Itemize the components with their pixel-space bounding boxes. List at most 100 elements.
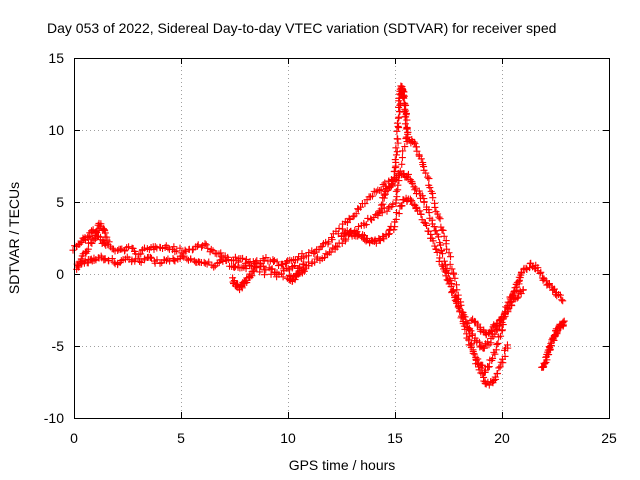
x-tick-labels: 0 5 10 15 20 25 bbox=[70, 430, 617, 446]
data-point bbox=[398, 154, 406, 162]
data-point bbox=[495, 364, 503, 372]
data-point bbox=[256, 268, 264, 276]
data-point bbox=[294, 256, 302, 264]
data-point bbox=[517, 269, 525, 277]
data-point bbox=[510, 288, 518, 296]
data-point bbox=[379, 200, 387, 208]
data-point bbox=[404, 133, 412, 141]
data-point bbox=[273, 273, 281, 281]
data-point bbox=[201, 259, 209, 267]
data-point bbox=[179, 252, 187, 260]
data-point bbox=[80, 235, 88, 243]
data-point bbox=[485, 363, 493, 371]
data-point bbox=[411, 140, 419, 148]
data-point bbox=[537, 268, 545, 276]
data-point bbox=[325, 238, 333, 246]
data-point bbox=[490, 377, 498, 385]
y-tick-label: -10 bbox=[44, 410, 64, 426]
data-point bbox=[390, 226, 398, 234]
x-tick-label: 0 bbox=[70, 430, 78, 446]
data-point bbox=[467, 341, 475, 349]
data-point bbox=[490, 321, 498, 329]
data-point bbox=[194, 242, 201, 250]
data-point bbox=[151, 243, 159, 251]
data-point bbox=[459, 314, 467, 322]
data-point bbox=[496, 363, 504, 371]
data-point bbox=[381, 179, 389, 187]
data-point bbox=[487, 327, 495, 335]
x-tick-label: 20 bbox=[494, 430, 510, 446]
data-point bbox=[342, 235, 350, 243]
data-point bbox=[77, 258, 85, 266]
data-point bbox=[408, 197, 416, 205]
data-point bbox=[410, 138, 418, 146]
data-point bbox=[453, 286, 461, 294]
data-point bbox=[231, 253, 239, 261]
data-point bbox=[455, 302, 463, 310]
plot-frame bbox=[74, 58, 610, 419]
data-point bbox=[392, 151, 400, 159]
data-point bbox=[497, 332, 505, 340]
data-point bbox=[108, 255, 116, 263]
data-point bbox=[493, 369, 501, 377]
data-point bbox=[468, 340, 476, 348]
data-point bbox=[283, 258, 291, 266]
data-point bbox=[361, 200, 369, 208]
data-point bbox=[153, 256, 161, 264]
data-point bbox=[188, 246, 196, 254]
data-point bbox=[467, 327, 475, 335]
data-point bbox=[267, 270, 275, 278]
data-point bbox=[399, 147, 407, 155]
data-point bbox=[105, 238, 113, 246]
data-point bbox=[417, 210, 425, 218]
data-point bbox=[491, 350, 499, 358]
data-point bbox=[413, 147, 421, 155]
data-point bbox=[424, 173, 432, 181]
data-point bbox=[509, 291, 517, 299]
data-point bbox=[434, 210, 442, 218]
data-point bbox=[392, 196, 400, 204]
data-point bbox=[377, 186, 385, 194]
data-point bbox=[426, 184, 434, 192]
data-point bbox=[395, 210, 403, 218]
data-point bbox=[117, 257, 125, 265]
data-point bbox=[547, 340, 555, 348]
x-tick-label: 25 bbox=[601, 430, 617, 446]
data-point bbox=[413, 203, 421, 211]
data-point bbox=[217, 249, 225, 257]
x-tick-label: 5 bbox=[177, 430, 185, 446]
data-point bbox=[431, 203, 439, 211]
data-point bbox=[76, 240, 84, 248]
y-tick-label: 0 bbox=[56, 266, 64, 282]
data-point bbox=[391, 156, 399, 164]
data-point bbox=[494, 339, 502, 347]
data-point bbox=[407, 139, 415, 147]
data-point bbox=[513, 294, 521, 302]
data-point bbox=[180, 253, 188, 261]
data-point bbox=[474, 359, 482, 367]
data-point bbox=[406, 195, 414, 203]
series-track-7 bbox=[229, 264, 310, 294]
data-point bbox=[327, 248, 335, 256]
series-track-2 bbox=[75, 133, 512, 389]
data-point bbox=[504, 306, 512, 314]
series-track-6 bbox=[73, 219, 113, 273]
data-marks bbox=[69, 82, 568, 389]
data-point bbox=[440, 232, 448, 240]
data-point bbox=[398, 160, 406, 168]
data-point bbox=[450, 270, 458, 278]
data-point bbox=[443, 276, 451, 284]
data-point bbox=[481, 366, 489, 374]
data-point bbox=[250, 267, 258, 275]
data-point bbox=[477, 369, 485, 377]
data-point bbox=[462, 320, 470, 328]
data-point bbox=[187, 255, 195, 263]
data-point bbox=[395, 177, 403, 185]
data-point bbox=[239, 254, 247, 262]
data-point bbox=[519, 286, 527, 294]
data-point bbox=[526, 264, 534, 272]
data-point bbox=[515, 276, 523, 284]
data-point bbox=[101, 240, 109, 248]
data-point bbox=[475, 366, 483, 374]
